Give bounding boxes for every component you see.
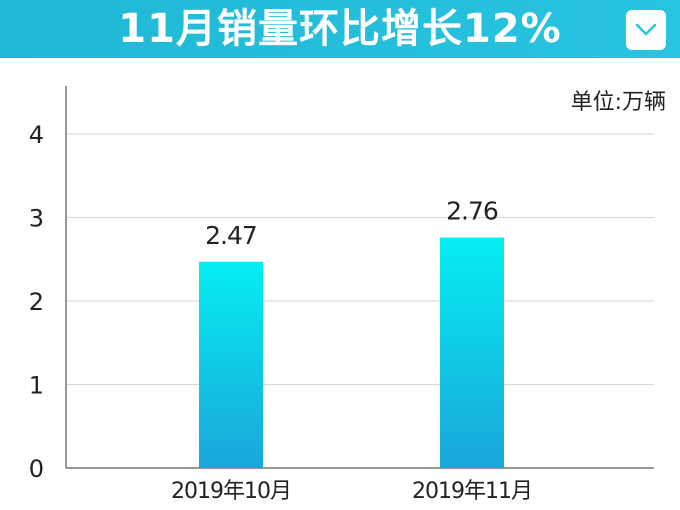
bar xyxy=(440,237,504,468)
y-tick-label: 0 xyxy=(29,455,44,483)
y-tick-label: 1 xyxy=(29,372,44,400)
y-tick-label: 3 xyxy=(29,205,44,233)
y-tick-label: 4 xyxy=(29,121,44,149)
bar xyxy=(199,261,263,468)
unit-label: 单位:万辆 xyxy=(570,90,666,115)
y-tick-label: 2 xyxy=(29,288,44,316)
x-tick-label: 2019年11月 xyxy=(412,479,532,504)
x-tick-label: 2019年10月 xyxy=(171,479,291,504)
collapse-button[interactable] xyxy=(626,10,666,50)
chart-title: 11月销量环比增长12% xyxy=(118,6,562,52)
data-label: 2.76 xyxy=(446,197,498,226)
title-bar xyxy=(0,0,680,58)
chevron-down-icon xyxy=(635,23,657,36)
data-label: 2.47 xyxy=(205,221,257,250)
